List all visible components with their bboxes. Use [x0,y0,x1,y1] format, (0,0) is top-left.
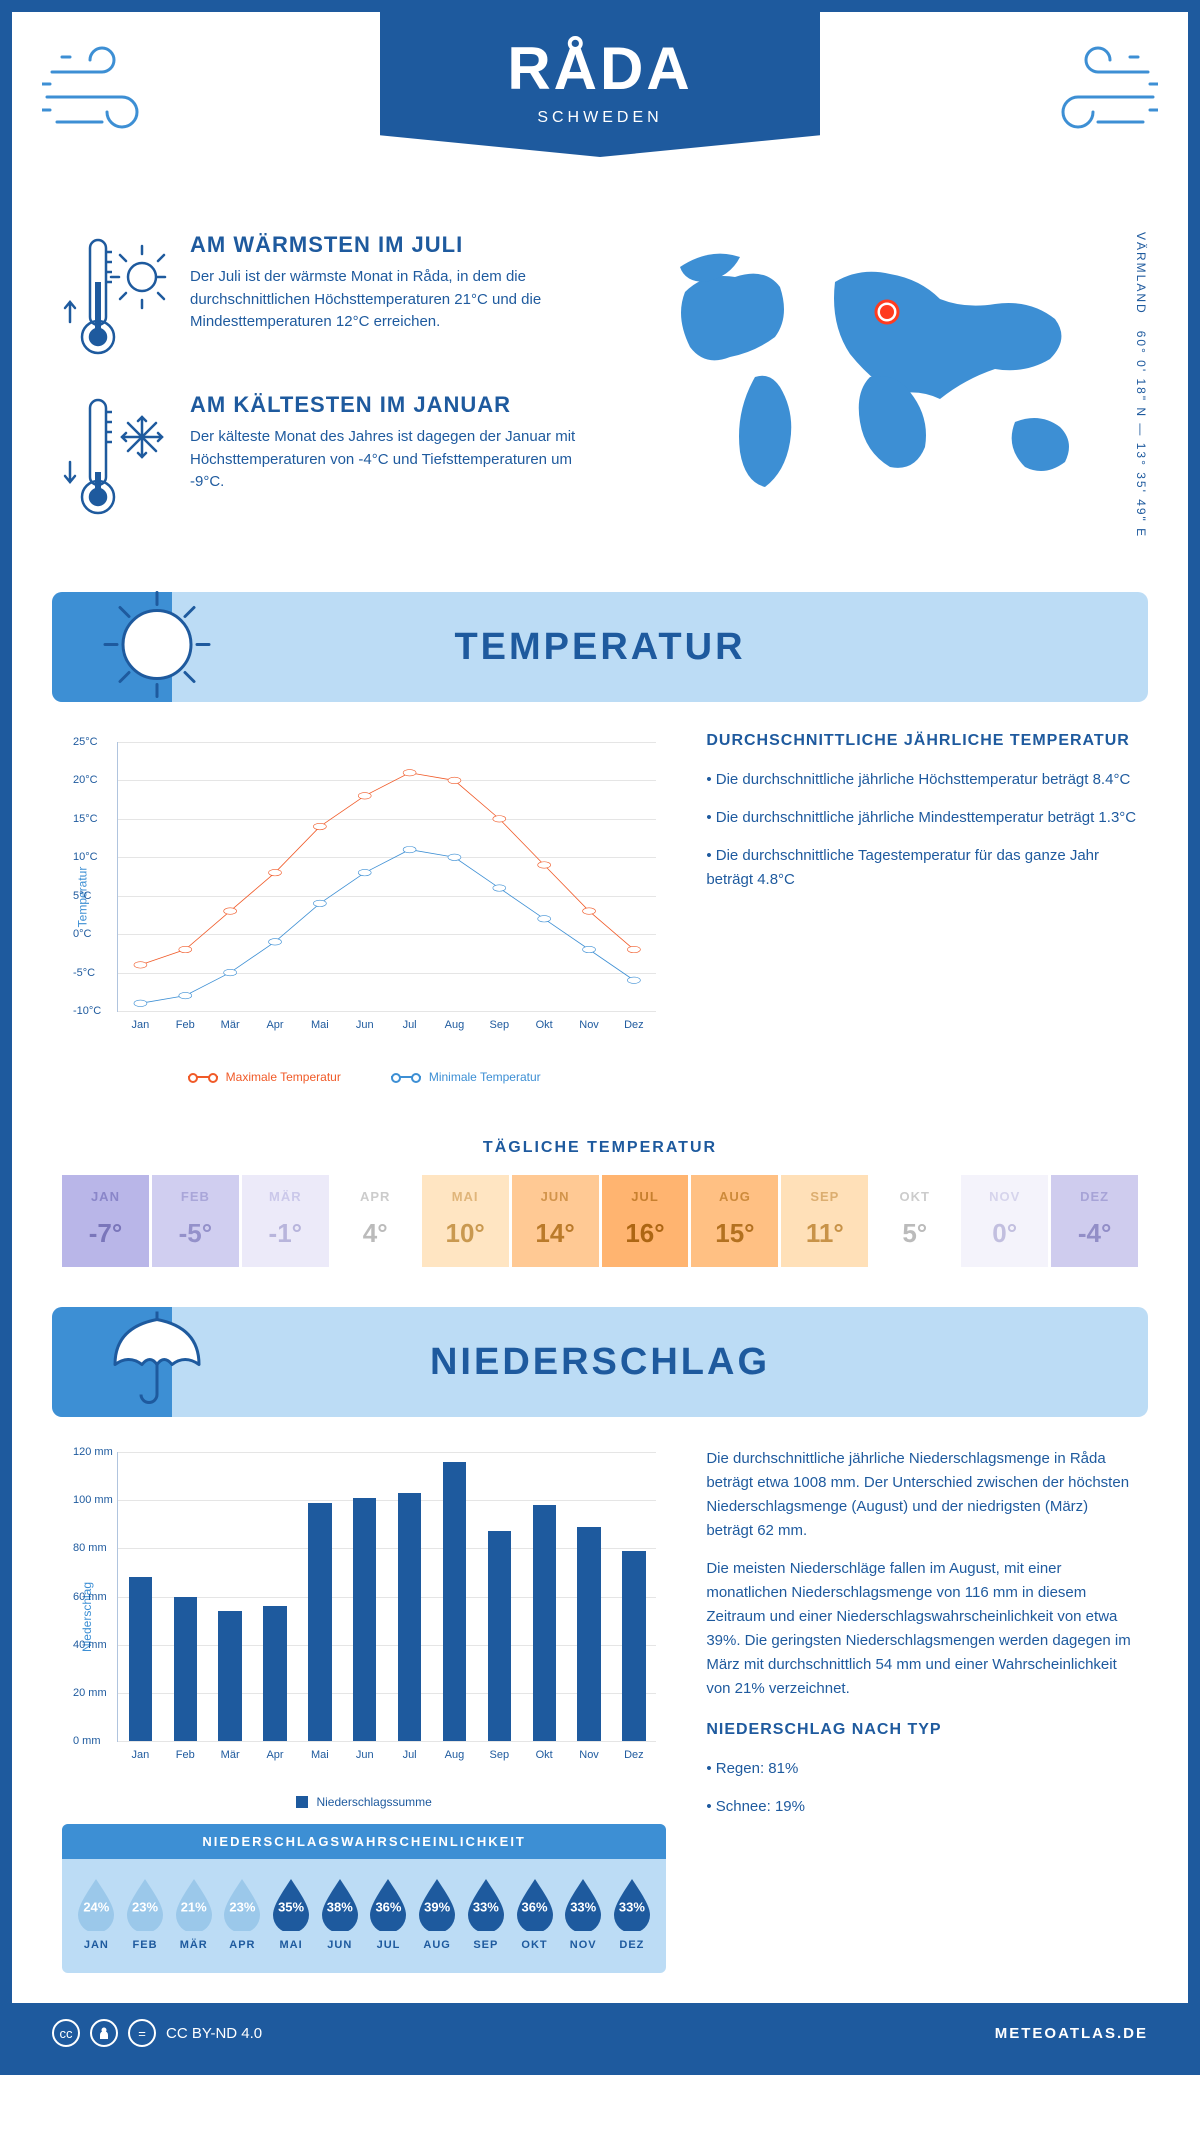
month-cell: JUL16° [602,1175,689,1267]
title-banner: RÅDA SCHWEDEN [380,12,820,157]
precip-p1: Die durchschnittliche jährliche Niedersc… [706,1447,1138,1543]
probability-drop: 33% SEP [464,1877,508,1951]
precipitation-summary: Die durchschnittliche jährliche Niedersc… [706,1447,1138,1973]
legend-precip: Niederschlagssumme [316,1795,431,1809]
probability-drop: 23% APR [220,1877,264,1951]
bar [174,1597,197,1742]
bar [129,1577,152,1741]
probability-drop: 36% JUL [366,1877,410,1951]
summary-bullet: • Die durchschnittliche Tagestemperatur … [706,844,1138,892]
section-title: TEMPERATUR [454,626,745,669]
bar [218,1611,241,1741]
bar [577,1527,600,1741]
temperature-summary: DURCHSCHNITTLICHE JÄHRLICHE TEMPERATUR •… [706,732,1138,1084]
chart-legend: Niederschlagssumme [62,1795,666,1809]
month-cell: NOV0° [961,1175,1048,1267]
legend-max: Maximale Temperatur [226,1070,341,1084]
probability-drop: 36% OKT [513,1877,557,1951]
city-title: RÅDA [410,34,790,103]
nd-icon: = [128,2019,156,2047]
intro-section: AM WÄRMSTEN IM JULI Der Juli ist der wär… [12,212,1188,582]
section-title: NIEDERSCHLAG [430,1341,770,1384]
bar [443,1462,466,1741]
footer: cc = CC BY-ND 4.0 METEOATLAS.DE [12,2003,1188,2063]
type-bullet: • Schnee: 19% [706,1795,1138,1819]
bar [353,1498,376,1741]
bar [398,1493,421,1741]
probability-drop: 38% JUN [318,1877,362,1951]
bar [308,1503,331,1741]
precip-type-title: NIEDERSCHLAG NACH TYP [706,1721,1138,1739]
probability-drop: 24% JAN [74,1877,118,1951]
type-bullet: • Regen: 81% [706,1757,1138,1781]
warmest-block: AM WÄRMSTEN IM JULI Der Juli ist der wär… [62,232,605,367]
cc-icon: cc [52,2019,80,2047]
month-cell: MAI10° [422,1175,509,1267]
thermometer-sun-icon [62,232,172,367]
month-cell: OKT5° [871,1175,958,1267]
precipitation-probability-box: NIEDERSCHLAGSWAHRSCHEINLICHKEIT 24% JAN … [62,1824,666,1973]
summary-title: DURCHSCHNITTLICHE JÄHRLICHE TEMPERATUR [706,732,1138,750]
license-text: CC BY-ND 4.0 [166,2025,262,2042]
world-map: VÄRMLAND 60° 0' 18" N — 13° 35' 49" E [645,232,1138,552]
probability-drop: 23% FEB [123,1877,167,1951]
precipitation-bar-chart: Niederschlag 0 mm20 mm40 mm60 mm80 mm100… [62,1447,666,1787]
precipitation-section-header: NIEDERSCHLAG [52,1307,1148,1417]
daily-temp-title: TÄGLICHE TEMPERATUR [12,1139,1188,1157]
infographic-frame: RÅDA SCHWEDEN [0,0,1200,2075]
coldest-text: Der kälteste Monat des Jahres ist dagege… [190,426,605,494]
legend-min: Minimale Temperatur [429,1070,541,1084]
umbrella-icon [97,1300,217,1425]
coordinates: VÄRMLAND 60° 0' 18" N — 13° 35' 49" E [1134,232,1148,538]
warmest-title: AM WÄRMSTEN IM JULI [190,232,605,258]
prob-title: NIEDERSCHLAGSWAHRSCHEINLICHKEIT [62,1824,666,1859]
probability-drop: 39% AUG [415,1877,459,1951]
month-cell: AUG15° [691,1175,778,1267]
country-subtitle: SCHWEDEN [410,109,790,127]
bar [533,1505,556,1741]
bar [488,1531,511,1741]
month-cell: APR4° [332,1175,419,1267]
month-cell: MÄR-1° [242,1175,329,1267]
month-cell: JAN-7° [62,1175,149,1267]
thermometer-snow-icon [62,392,172,527]
site-name: METEOATLAS.DE [995,2025,1148,2042]
month-cell: FEB-5° [152,1175,239,1267]
month-cell: JUN14° [512,1175,599,1267]
daily-temperature-grid: JAN-7°FEB-5°MÄR-1°APR4°MAI10°JUN14°JUL16… [62,1175,1138,1267]
chart-legend: Maximale Temperatur Minimale Temperatur [62,1070,666,1084]
probability-drop: 35% MAI [269,1877,313,1951]
sun-icon [97,585,217,710]
precip-p2: Die meisten Niederschläge fallen im Augu… [706,1557,1138,1701]
month-cell: DEZ-4° [1051,1175,1138,1267]
month-cell: SEP11° [781,1175,868,1267]
warmest-text: Der Juli ist der wärmste Monat in Råda, … [190,266,605,334]
coldest-block: AM KÄLTESTEN IM JANUAR Der kälteste Mona… [62,392,605,527]
summary-bullet: • Die durchschnittliche jährliche Höchst… [706,768,1138,792]
header: RÅDA SCHWEDEN [12,12,1188,212]
by-icon [90,2019,118,2047]
probability-drop: 21% MÄR [172,1877,216,1951]
temperature-line-chart: Temperatur -10°C-5°C0°C5°C10°C15°C20°C25… [62,732,666,1062]
temperature-section-header: TEMPERATUR [52,592,1148,702]
summary-bullet: • Die durchschnittliche jährliche Mindes… [706,806,1138,830]
bar [622,1551,645,1741]
bar [263,1606,286,1741]
wind-icon [42,42,172,157]
wind-icon [1028,42,1158,157]
coldest-title: AM KÄLTESTEN IM JANUAR [190,392,605,418]
probability-drop: 33% NOV [561,1877,605,1951]
probability-drop: 33% DEZ [610,1877,654,1951]
